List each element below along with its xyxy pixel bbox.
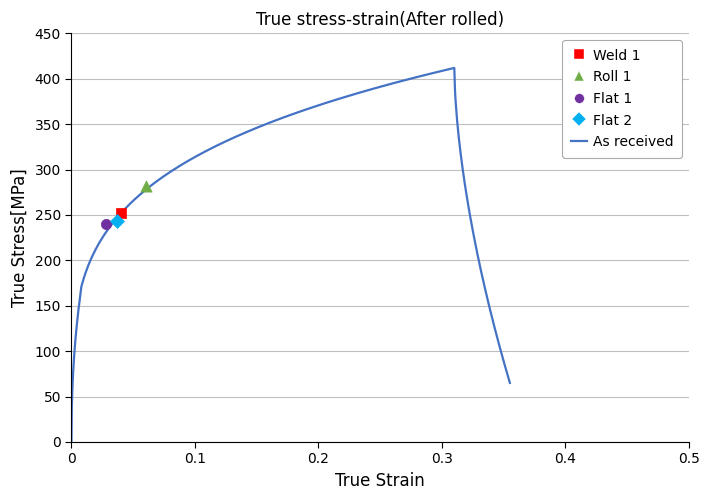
Y-axis label: True Stress[MPa]: True Stress[MPa] bbox=[11, 168, 29, 307]
Point bbox=[115, 209, 127, 217]
X-axis label: True Strain: True Strain bbox=[336, 472, 425, 490]
Legend: Weld 1, Roll 1, Flat 1, Flat 2, As received: Weld 1, Roll 1, Flat 1, Flat 2, As recei… bbox=[562, 41, 682, 158]
Point bbox=[112, 217, 123, 225]
Title: True stress-strain(After rolled): True stress-strain(After rolled) bbox=[256, 11, 504, 29]
Point bbox=[140, 182, 151, 190]
Point bbox=[100, 220, 112, 228]
